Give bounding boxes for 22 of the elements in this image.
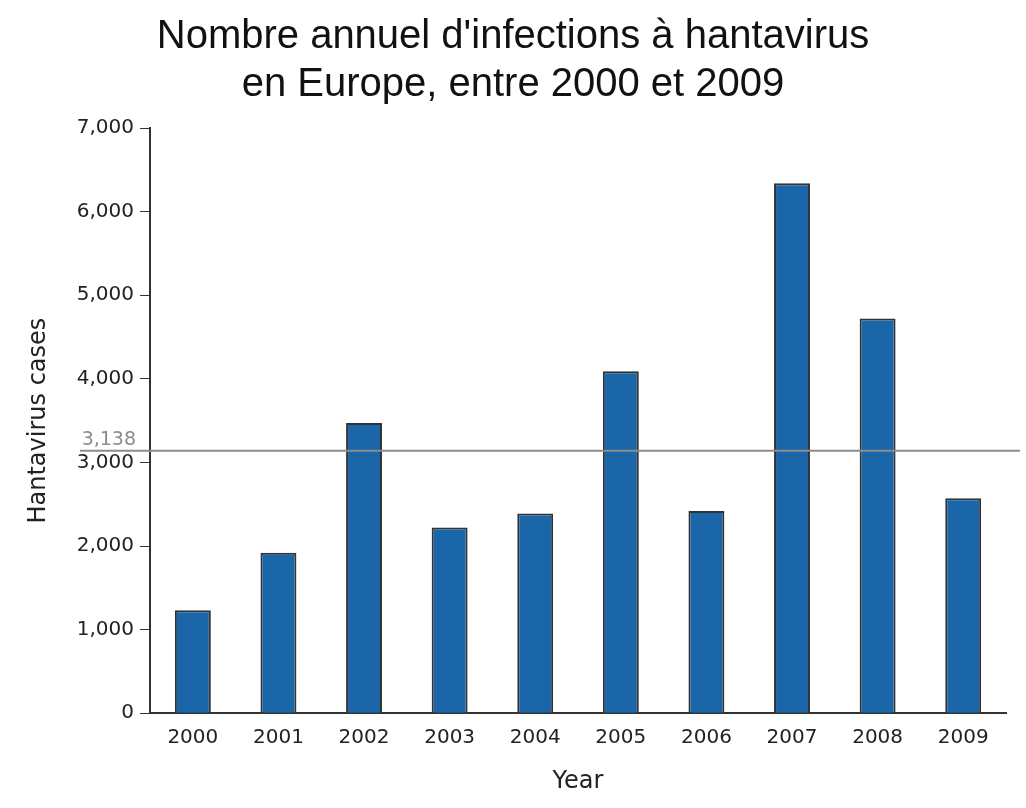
x-tick-label: 2005 (595, 724, 647, 749)
y-axis-title: Hantavirus cases (22, 317, 51, 524)
x-tick-label: 2008 (852, 724, 904, 749)
chart-title: Nombre annuel d'infections à hantavirus en Europe, entre 2000 et 2009 (155, 11, 871, 106)
y-tick-label: 6,000 (76, 197, 135, 222)
y-tick-label: 2,000 (76, 532, 135, 557)
y-tick-label: 3,000 (76, 448, 135, 473)
y-tick-label: 0 (121, 699, 135, 724)
x-tick-label: 2003 (424, 724, 476, 749)
x-tick-label: 2001 (252, 724, 304, 749)
x-tick-label: 2009 (937, 724, 989, 749)
y-tick-label: 4,000 (76, 365, 135, 389)
x-tick-label: 2000 (167, 724, 219, 749)
x-tick-label: 2006 (680, 724, 732, 749)
x-tick-label: 2004 (509, 724, 561, 749)
x-tick-label: 2007 (766, 724, 818, 749)
x-axis-title: Year (551, 765, 604, 794)
y-tick-label: 5,000 (76, 281, 135, 306)
y-tick-label: 7,000 (76, 114, 135, 139)
ref-line-label: 3,138 (81, 427, 137, 450)
y-tick-label: 1,000 (76, 615, 135, 640)
x-tick-label: 2002 (338, 724, 390, 749)
